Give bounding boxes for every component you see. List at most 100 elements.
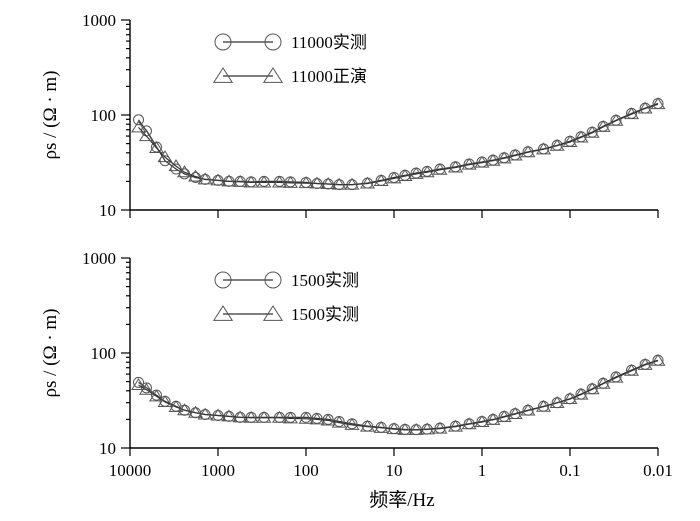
data-point [507,148,523,161]
data-point [138,129,154,142]
y-tick-label: 1000 [82,11,116,30]
data-point [448,419,464,432]
data-point [157,395,173,407]
data-point [131,378,147,391]
data-point [637,101,653,114]
data-point [520,145,536,158]
data-point [309,412,325,425]
data-point [573,130,589,143]
data-point [197,407,213,420]
panel-1: 1000 100 10 ρs / (Ω · m) 11000实测 11000正演 [40,11,666,220]
y-tick-label: 100 [91,344,117,363]
legend-entry: 11000实测 [214,33,367,52]
x-tick-label: 1000 [201,461,235,480]
data-point [637,357,653,370]
y-tick-label: 100 [91,106,117,125]
data-point [168,400,184,413]
data-point [419,422,435,435]
data-point [562,392,578,404]
data-point [272,175,288,188]
data-point [507,407,523,419]
data-point [584,382,600,395]
data-point [232,410,248,423]
y-axis-title: ρs / (Ω · m) [40,308,61,397]
data-point [131,120,147,133]
legend-marker [264,271,282,289]
data-point [432,421,448,434]
legend-entry: 11000正演 [212,67,367,86]
data-point [595,119,611,132]
data-point [485,153,501,166]
legend-marker [214,33,232,51]
data-point [272,410,288,423]
legend-label: 11000正演 [291,67,367,86]
data-point [624,107,640,120]
data-point [536,399,552,412]
data-point [188,169,204,182]
data-point [461,157,477,170]
data-point [608,370,624,383]
data-point [210,173,226,186]
y-tick-label: 10 [99,439,116,458]
data-point [408,166,424,179]
data-point [496,151,512,164]
data-point [309,176,325,189]
data-point [320,177,336,189]
x-tick-label: 10 [386,461,403,480]
x-axis-title: 频率/Hz [369,489,434,511]
x-tick-label: 0.01 [643,461,673,480]
data-point [177,403,193,416]
data-point [344,417,360,430]
legend-label: 1500实测 [291,305,359,324]
data-point [188,405,204,418]
legend-marker [212,305,234,321]
data-point [221,174,237,187]
data-point [221,409,237,422]
data-point [320,413,336,426]
legend-entry: 1500实测 [214,271,359,290]
data-point [331,415,347,428]
data-point [331,177,347,190]
data-point [549,138,565,151]
series-circle-2 [133,354,664,436]
data-point [232,174,248,187]
series-line [138,102,659,186]
data-point [256,410,272,423]
data-point [168,159,184,172]
data-point [210,408,226,421]
x-tick-label: 1 [478,461,487,480]
data-point [584,125,600,138]
data-point [138,382,154,395]
data-point [373,174,389,186]
data-point [474,155,490,168]
data-point [595,376,611,389]
data-point [448,160,464,173]
data-point [243,175,259,188]
data-point [536,142,552,155]
legend-marker [212,67,234,83]
data-point [360,419,376,432]
data-point [360,176,376,189]
data-point [133,114,145,126]
series-line [138,360,659,431]
data-point [496,410,512,422]
data-point [408,422,424,435]
data-point [562,135,578,147]
data-point [386,171,402,184]
legend-entry: 1500实测 [212,305,359,324]
data-point [549,396,565,408]
data-point [485,412,501,425]
data-point [386,422,402,435]
data-point [140,382,152,394]
legend-marker [214,271,232,289]
legend-marker [262,67,284,83]
legend-label: 11000实测 [291,33,367,52]
series-circle-1 [133,98,664,191]
data-point [419,165,435,178]
data-point [650,353,666,366]
panel-2: 1000 100 10 10000 1000 100 10 1 0.1 0.01 ρs / (Ω ·… [40,249,673,511]
data-point [177,165,193,178]
data-point [256,175,272,188]
